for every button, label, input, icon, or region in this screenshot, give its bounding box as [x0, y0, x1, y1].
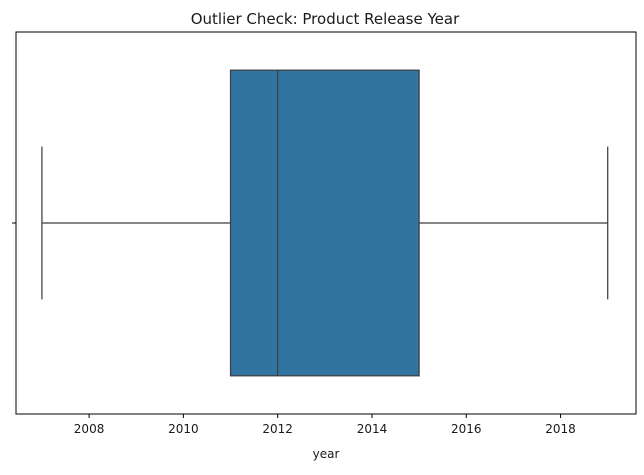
x-tick-label: 2010 [168, 422, 199, 436]
box-iqr [229, 69, 420, 377]
x-tick-label: 2012 [262, 422, 293, 436]
x-tick-label: 2018 [545, 422, 576, 436]
x-tick-label: 2014 [357, 422, 388, 436]
x-tick-label: 2016 [451, 422, 482, 436]
x-axis-label: year [313, 447, 340, 461]
x-tick-label: 2008 [74, 422, 105, 436]
chart-title: Outlier Check: Product Release Year [191, 10, 460, 28]
